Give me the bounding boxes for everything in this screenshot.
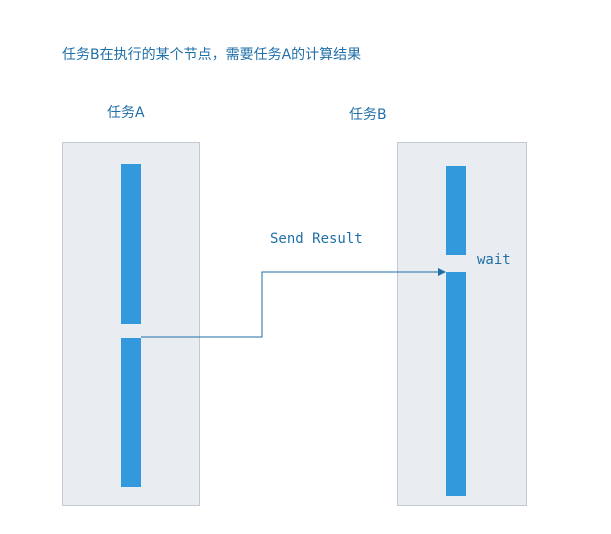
arrow-head-icon: [438, 268, 446, 276]
wait-label: wait: [477, 252, 511, 268]
diagram-title: 任务B在执行的某个节点，需要任务A的计算结果: [62, 47, 362, 63]
task-b-activity-bar-2: [446, 272, 466, 496]
lane-b-label: 任务B: [349, 107, 387, 123]
task-a-activity-bar-1: [121, 164, 141, 324]
task-b-activity-bar-1: [446, 166, 466, 255]
lane-a-label: 任务A: [107, 105, 145, 121]
task-a-activity-bar-2: [121, 338, 141, 487]
send-result-label: Send Result: [270, 231, 363, 247]
connector-line: [141, 271, 440, 338]
